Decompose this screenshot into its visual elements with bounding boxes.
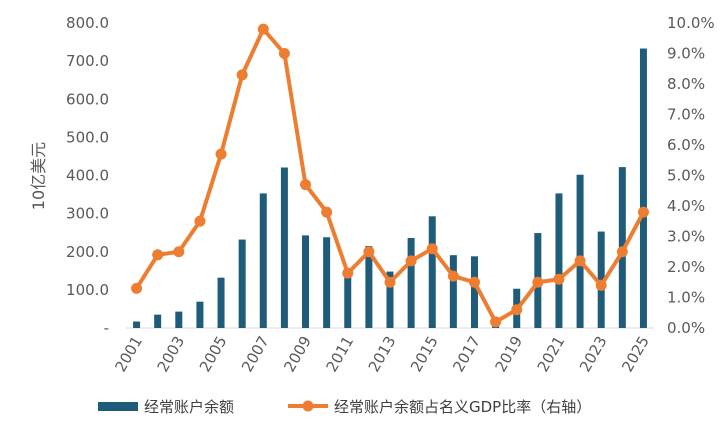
bar [470, 256, 478, 328]
bar [386, 271, 394, 328]
line-point [384, 276, 396, 288]
y-left-tick-label: 600.0 [66, 90, 109, 108]
x-tick-label: 2019 [492, 333, 527, 375]
line-point [173, 246, 185, 258]
y-left-tick-label: 200.0 [66, 243, 109, 261]
bar [238, 239, 246, 328]
legend-swatch-marker [302, 400, 314, 412]
bar [175, 311, 183, 328]
line-point [616, 246, 628, 258]
legend: 经常账户余额 经常账户余额占名义GDP比率（右轴） [98, 398, 591, 416]
y-right-tick-label: 9.0% [667, 45, 705, 63]
line-point [363, 246, 375, 258]
y-right-tick-label: 5.0% [667, 167, 705, 185]
x-tick-label: 2023 [576, 333, 611, 375]
y-right-tick-label: 1.0% [667, 289, 705, 307]
bar [597, 231, 605, 328]
y-right-tick-label: 0.0% [667, 319, 705, 337]
x-tick-label: 2025 [618, 333, 653, 375]
x-tick-labels: 2001 2003 2005 2007 2009 2011 2013 2015 2017 2019… [111, 333, 653, 375]
line-point [405, 255, 417, 267]
line-point [236, 69, 248, 81]
y-left-tick-label: 400.0 [66, 167, 109, 185]
line-point [300, 179, 312, 191]
x-tick-label: 2011 [323, 333, 358, 375]
bar [555, 193, 563, 328]
x-tick-label: 2013 [365, 333, 400, 375]
bar [133, 321, 141, 328]
bar [302, 235, 310, 328]
line-point [426, 243, 438, 255]
y-right-tick-label: 7.0% [667, 106, 705, 124]
x-tick-label: 2021 [534, 333, 569, 375]
legend-label-line: 经常账户余额占名义GDP比率（右轴） [334, 398, 591, 416]
bar [639, 48, 647, 328]
y-left-tick-label: 500.0 [66, 128, 109, 146]
legend-label-bar: 经常账户余额 [144, 398, 234, 416]
line-point [194, 215, 206, 227]
y-right-tick-label: 4.0% [667, 197, 705, 215]
bar [323, 237, 331, 328]
bar [407, 238, 415, 328]
bar [365, 246, 373, 328]
y-right-tick-label: 2.0% [667, 258, 705, 276]
bar [428, 216, 436, 328]
y-left-tick-label: 300.0 [66, 205, 109, 223]
y-left-tick-label: 100.0 [66, 281, 109, 299]
line-point [553, 273, 565, 285]
y-right-tick-label: 6.0% [667, 136, 705, 154]
line-point [468, 276, 480, 288]
line-point [574, 255, 586, 267]
line-point [490, 316, 502, 328]
x-tick-label: 2001 [111, 333, 146, 375]
y-right-tick-label: 10.0% [667, 14, 715, 32]
line-point [278, 48, 290, 59]
line-point [321, 206, 333, 218]
y-left-ticks: - 100.0 200.0 300.0 400.0 500.0 600.0 700.0 800.… [66, 14, 109, 337]
bar [280, 167, 288, 328]
x-tick-label: 2017 [449, 333, 484, 375]
legend-swatch-bar [98, 402, 138, 411]
bar [259, 193, 267, 328]
bar [196, 301, 204, 328]
bar [344, 276, 352, 328]
line-point [511, 304, 523, 316]
y-left-axis-label: 10亿美元 [29, 142, 48, 210]
x-tick-label: 2015 [407, 333, 442, 375]
line-point [447, 270, 459, 282]
line-point [595, 279, 607, 291]
line-point [131, 282, 143, 294]
bar [576, 174, 584, 328]
y-left-tick-label: - [104, 319, 109, 337]
line-point [637, 206, 649, 218]
y-left-tick-label: 800.0 [66, 14, 109, 32]
x-tick-label: 2009 [280, 333, 315, 375]
x-tick-label: 2007 [238, 333, 273, 375]
line-point [342, 267, 354, 279]
bar [154, 314, 162, 328]
line-point [215, 148, 227, 160]
y-right-ticks: 0.0% 1.0% 2.0% 3.0% 4.0% 5.0% 6.0% 7.0% 8.0% 9.0%… [667, 14, 715, 337]
y-left-tick-label: 700.0 [66, 52, 109, 70]
bar [449, 255, 457, 328]
line-point [152, 249, 164, 261]
line-point [257, 23, 269, 35]
x-tick-label: 2003 [154, 333, 189, 375]
bar [217, 277, 225, 328]
x-tick-label: 2005 [196, 333, 231, 375]
y-right-tick-label: 3.0% [667, 228, 705, 246]
line-point [532, 276, 544, 288]
y-right-tick-label: 8.0% [667, 75, 705, 93]
line-series [131, 23, 649, 328]
